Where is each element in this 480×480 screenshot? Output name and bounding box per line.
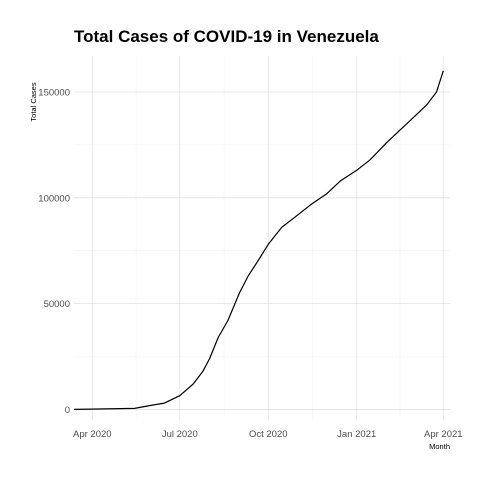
x-tick-label: Apr 2021 xyxy=(424,429,463,440)
y-tick-label: 0 xyxy=(65,405,70,416)
y-tick-label: 50000 xyxy=(44,299,70,310)
chart-title: Total Cases of COVID-19 in Venezuela xyxy=(74,27,379,46)
x-tick-label: Jul 2020 xyxy=(162,429,198,440)
x-tick-label: Oct 2020 xyxy=(249,429,288,440)
y-axis-title: Total Cases xyxy=(29,82,38,121)
y-tick-label: 100000 xyxy=(38,193,70,204)
x-tick-label: Jan 2021 xyxy=(337,429,376,440)
x-tick-label: Apr 2020 xyxy=(73,429,112,440)
x-axis-title: Month xyxy=(429,442,450,451)
y-tick-label: 150000 xyxy=(38,87,70,98)
series-line xyxy=(73,70,444,410)
